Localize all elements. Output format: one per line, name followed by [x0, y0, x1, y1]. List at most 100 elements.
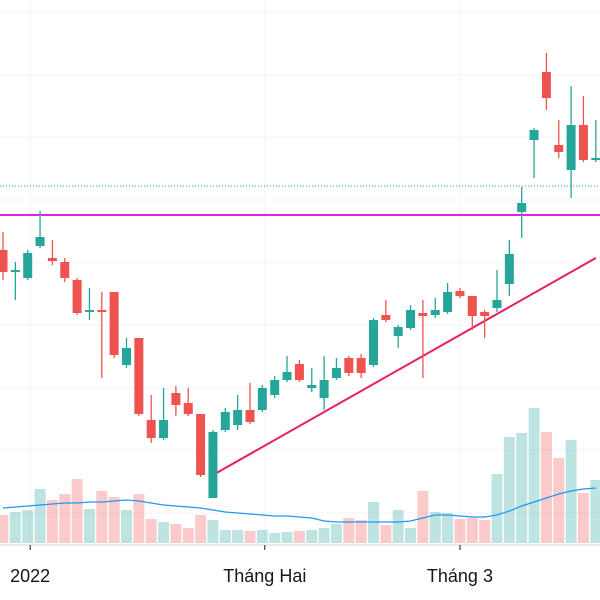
- volume-bar: [454, 519, 466, 543]
- volume-bar: [380, 525, 392, 543]
- volume-bar: [405, 528, 417, 543]
- volume-bar: [330, 524, 342, 543]
- candle-body: [344, 358, 354, 373]
- candle-body: [220, 412, 230, 430]
- candle-body: [480, 312, 490, 316]
- candle-body: [146, 420, 156, 438]
- volume-bar: [133, 494, 145, 543]
- candle-body: [591, 158, 600, 160]
- candle-body: [294, 364, 304, 380]
- volume-bar: [417, 491, 429, 543]
- candle-body: [159, 420, 169, 438]
- candle-body: [369, 320, 378, 365]
- candle-body: [134, 338, 144, 414]
- candle-body: [208, 432, 218, 498]
- volume-bar: [244, 531, 256, 543]
- candle-body: [47, 258, 57, 261]
- candle-body: [23, 253, 33, 278]
- volume-bar: [306, 530, 318, 543]
- candle-body: [356, 358, 366, 373]
- candle-body: [517, 203, 527, 212]
- candle-body: [282, 372, 292, 380]
- volume-bar: [59, 494, 71, 543]
- candle-body: [109, 292, 119, 355]
- volume-bar: [466, 518, 478, 543]
- candle-body: [393, 327, 403, 336]
- volume-bar: [343, 518, 355, 543]
- volume-bar: [479, 520, 491, 543]
- volume-bar: [540, 432, 552, 543]
- candle-body: [196, 414, 206, 475]
- candle-body: [245, 410, 255, 422]
- volume-bar: [195, 515, 207, 543]
- x-tick-label: 2022: [10, 566, 50, 586]
- volume-bar: [22, 510, 34, 543]
- candle-body: [566, 125, 576, 170]
- volume-bar: [0, 515, 9, 543]
- candle-body: [554, 145, 564, 152]
- candle-body: [430, 310, 440, 315]
- volume-bar: [503, 437, 515, 543]
- volume-ma-line: [2, 487, 596, 523]
- volume-bar: [355, 520, 367, 543]
- volume-bar: [269, 533, 281, 543]
- plot-area: [0, 0, 600, 545]
- volume-bar: [491, 474, 503, 543]
- candle-body: [319, 380, 329, 398]
- volume-bar: [34, 489, 46, 543]
- volume-bar: [121, 510, 132, 543]
- candle-body: [84, 310, 94, 312]
- volume-bar: [170, 524, 182, 543]
- candle-body: [331, 368, 341, 378]
- candle-body: [97, 310, 107, 312]
- volume-bar: [528, 408, 540, 543]
- candle-body: [492, 300, 502, 308]
- volume-bar: [207, 520, 219, 543]
- candle-body: [406, 310, 416, 328]
- trendline: [212, 257, 597, 476]
- candle-body: [529, 130, 539, 140]
- candle-body: [578, 125, 588, 160]
- candle-body: [0, 250, 8, 272]
- volume-bar: [281, 532, 293, 543]
- x-tick-label: Tháng 3: [427, 566, 493, 586]
- candle-body: [443, 292, 453, 312]
- volume-bar: [429, 512, 441, 543]
- candle-body: [35, 237, 45, 246]
- volume-bar: [219, 530, 231, 543]
- volume-bar: [442, 513, 454, 543]
- candle-body: [171, 393, 181, 405]
- candle-body: [270, 380, 280, 395]
- candle-body: [307, 385, 317, 388]
- candle-body: [10, 270, 20, 272]
- candle-body: [183, 403, 193, 414]
- x-tick-label: Tháng Hai: [223, 566, 306, 586]
- candle-body: [60, 262, 70, 278]
- volume-bar: [318, 528, 330, 543]
- volume-bar: [46, 500, 58, 543]
- volume-bar: [158, 522, 170, 543]
- volume-bar: [108, 497, 120, 543]
- volume-bar: [553, 458, 565, 543]
- volume-bar: [293, 531, 305, 543]
- candle-body: [122, 348, 131, 365]
- volume-bar: [182, 528, 194, 543]
- candle-body: [455, 291, 465, 296]
- volume-bar: [516, 433, 528, 543]
- candle-body: [504, 254, 514, 284]
- volume-bar: [145, 519, 157, 543]
- volume-bar: [71, 479, 83, 543]
- volume-bar: [577, 493, 589, 543]
- volume-bar: [96, 491, 108, 543]
- volume-bar: [256, 530, 268, 543]
- candle-body: [381, 315, 391, 320]
- volume-bar: [9, 512, 21, 543]
- candle-body: [541, 72, 551, 98]
- volume-bar: [83, 509, 95, 543]
- candle-body: [467, 296, 477, 316]
- candle-body: [418, 313, 428, 316]
- candle-body: [233, 410, 243, 425]
- candle-body: [257, 388, 267, 410]
- volume-bar: [590, 480, 600, 543]
- candle-body: [72, 280, 82, 313]
